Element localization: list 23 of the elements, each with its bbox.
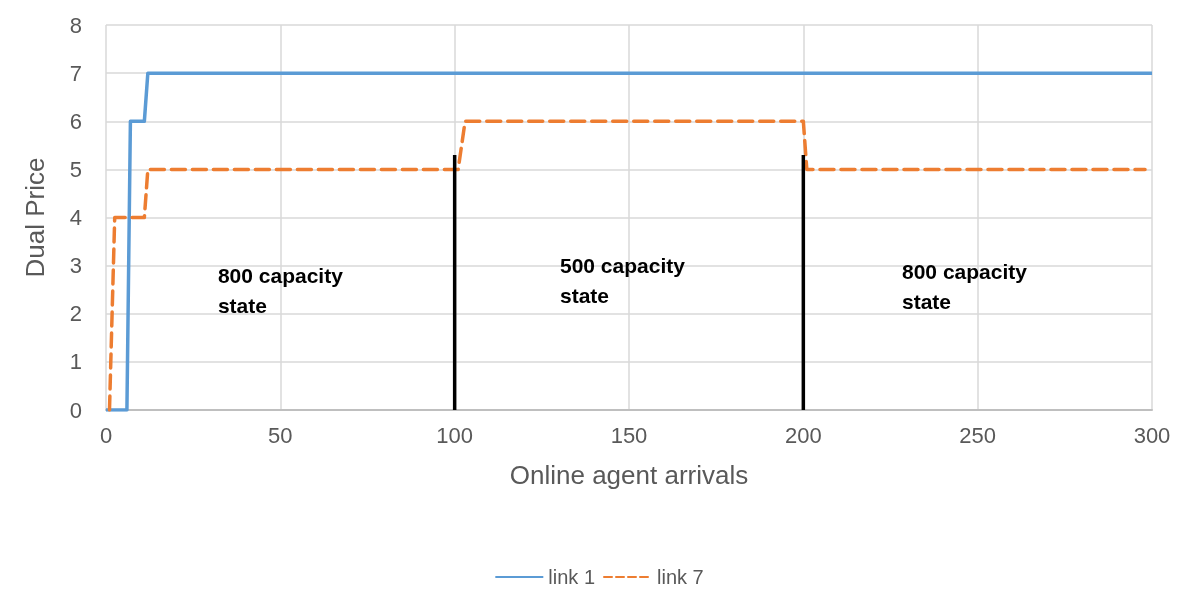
y-tick-label: 8 [69, 12, 82, 38]
annotation: 800 capacity state [217, 263, 344, 317]
x-tick-label: 250 [959, 422, 997, 448]
x-tick-label: 0 [99, 422, 113, 448]
y-tick-label: 2 [69, 301, 82, 327]
legend-label: link 1 [548, 566, 596, 588]
y-tick-label: 3 [69, 253, 82, 279]
annotation: 500 capacity state [559, 253, 686, 307]
y-tick-label: 1 [69, 349, 82, 375]
y-tick-label: 0 [69, 397, 82, 423]
annotation: 800 capacity state [902, 259, 1028, 313]
x-tick-label: 50 [268, 422, 293, 448]
y-axis-title: Dual Price [20, 157, 50, 278]
x-tick-label: 300 [1133, 422, 1171, 448]
y-tick-label: 5 [69, 156, 82, 182]
y-tick-label: 7 [69, 60, 82, 86]
x-tick-label: 100 [436, 422, 474, 448]
legend-label: link 7 [657, 566, 704, 588]
x-tick-label: 200 [784, 422, 822, 448]
y-tick-label: 6 [69, 108, 82, 134]
y-tick-label: 4 [69, 205, 82, 230]
x-axis-title: Online agent arrivals [509, 460, 749, 490]
x-tick-label: 150 [610, 422, 648, 448]
